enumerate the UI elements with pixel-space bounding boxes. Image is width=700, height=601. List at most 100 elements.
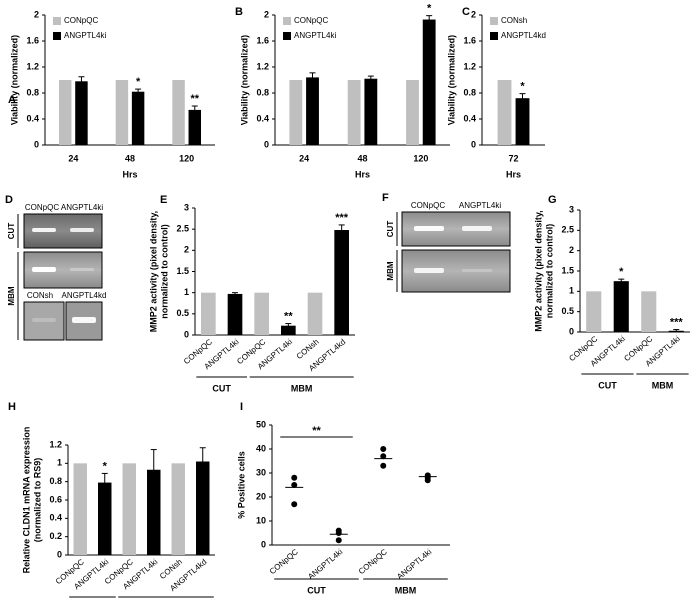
legend-label: ANGPTL4ki <box>294 31 336 40</box>
x-tick-label: CONpQC <box>357 547 389 576</box>
legend-label: ANGPTL4ki <box>64 31 106 40</box>
legend-label: ANGPTL4kd <box>501 31 546 40</box>
y-tick-label: 2 <box>569 245 574 255</box>
panel-letter: I <box>240 401 243 413</box>
group-label: CUT <box>307 585 326 595</box>
y-tick-label: 0.4 <box>26 113 39 123</box>
significance-label: *** <box>335 212 349 224</box>
gel-panel-d: D CONpQC ANGPTL4ki CUT MBM CONsh ANGPTL4… <box>5 194 107 341</box>
y-axis-label: % Positive cells <box>236 451 246 519</box>
bar <box>364 78 378 145</box>
y-axis-label: Relative CLDN1 mRNA expression <box>21 427 31 574</box>
significance-label: * <box>520 81 525 93</box>
gel-band <box>72 317 96 323</box>
group-label: MBM <box>395 585 417 595</box>
significance-label: * <box>427 3 432 15</box>
panel-letter: D <box>5 194 13 206</box>
gel-band <box>32 318 56 322</box>
y-tick-label: 0.5 <box>176 308 189 318</box>
y-tick-label: 0.4 <box>256 113 269 123</box>
y-tick-label: 1 <box>57 458 62 468</box>
y-axis-label: MMP2 activity (pixel density, <box>533 210 543 331</box>
panel-letter: G <box>548 194 557 206</box>
y-tick-label: 2 <box>471 9 476 19</box>
panel-letter: E <box>160 194 167 206</box>
gel-band <box>32 267 56 272</box>
y-tick-label: 0 <box>34 139 39 149</box>
y-tick-label: 0.6 <box>49 494 62 504</box>
gel-band <box>462 226 492 231</box>
gel-band <box>32 228 56 232</box>
significance-label: ** <box>312 425 321 437</box>
data-point <box>380 453 387 460</box>
y-axis-label: MMP2 activity (pixel density, <box>148 211 158 332</box>
bar <box>172 80 185 145</box>
data-point <box>291 501 298 508</box>
data-point <box>380 446 387 452</box>
y-tick-label: 0 <box>184 329 189 339</box>
significance-label: * <box>136 76 141 88</box>
bar <box>227 293 243 335</box>
bar <box>641 291 657 332</box>
y-tick-label: 0.4 <box>49 513 62 523</box>
group-label: CUT <box>598 380 617 390</box>
y-tick-label: 0.8 <box>256 87 269 97</box>
significance-label: ** <box>284 310 293 322</box>
gel-band <box>70 268 94 271</box>
y-tick-label: 30 <box>256 467 266 477</box>
row-label: MBM <box>7 286 16 305</box>
group-label: MBM <box>652 380 674 390</box>
bar <box>289 80 303 145</box>
x-axis-label: Hrs <box>506 169 521 179</box>
legend-swatch <box>490 17 498 25</box>
y-axis-label: normalized to control) <box>159 224 169 319</box>
y-tick-label: 1.2 <box>26 61 39 71</box>
significance-label: * <box>619 266 624 278</box>
bar <box>497 80 512 145</box>
bar <box>254 292 269 335</box>
bar <box>613 281 629 332</box>
y-tick-label: 1.6 <box>463 35 476 45</box>
y-axis-label: Viability (normalized) <box>239 35 249 125</box>
y-tick-label: 2.5 <box>176 224 189 234</box>
bar <box>201 292 216 335</box>
bar <box>515 98 530 145</box>
legend-swatch <box>53 17 61 25</box>
x-axis-label: Hrs <box>355 169 370 179</box>
x-tick-label: ANGPTL4ki <box>395 547 433 581</box>
bar <box>147 469 161 555</box>
y-tick-label: 3 <box>184 202 189 212</box>
x-axis-label: Hrs <box>122 169 137 179</box>
bar <box>75 81 88 145</box>
x-tick-label: CONpQC <box>268 547 300 576</box>
y-tick-label: 0.8 <box>463 87 476 97</box>
y-tick-label: 20 <box>256 491 266 501</box>
y-tick-label: 2 <box>34 9 39 19</box>
panel-letter: C <box>462 6 470 18</box>
y-axis-label: Viability (normalized) <box>9 35 19 125</box>
panel-letter: B <box>235 6 243 18</box>
row-label: MBM <box>386 261 395 280</box>
x-tick-label: 120 <box>179 153 194 163</box>
lane-label: ANGPTL4kd <box>62 291 107 300</box>
y-tick-label: 1.5 <box>561 265 574 275</box>
bar <box>422 19 436 145</box>
x-tick-label: 24 <box>299 153 309 163</box>
significance-label: * <box>103 460 108 472</box>
y-tick-label: 0 <box>261 539 266 549</box>
y-tick-label: 1.6 <box>256 35 269 45</box>
y-tick-label: 1 <box>569 286 574 296</box>
gel-band <box>414 226 444 231</box>
x-tick-label: 48 <box>125 153 135 163</box>
group-label: CUT <box>212 383 231 393</box>
y-tick-label: 0.2 <box>49 531 62 541</box>
panel-letter: F <box>382 192 389 204</box>
bar <box>307 292 323 335</box>
lane-label: CONsh <box>27 291 53 300</box>
data-point <box>335 537 342 544</box>
data-point <box>424 477 431 484</box>
y-tick-label: 1.2 <box>49 439 62 449</box>
gel-band <box>70 228 94 232</box>
legend-swatch <box>490 32 498 40</box>
